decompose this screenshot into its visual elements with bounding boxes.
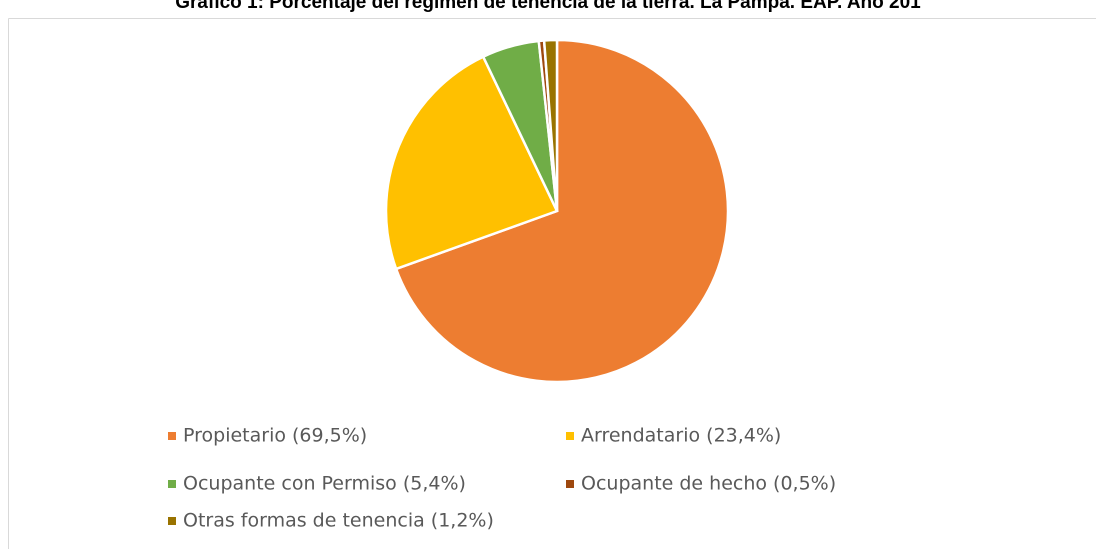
legend-swatch bbox=[168, 517, 176, 525]
legend-label: Propietario (69,5%) bbox=[183, 425, 367, 447]
legend-swatch bbox=[168, 432, 176, 440]
pie-slice bbox=[542, 38, 559, 212]
legend-label: Arrendatario (23,4%) bbox=[581, 425, 781, 447]
legend-label: Ocupante de hecho (0,5%) bbox=[581, 473, 836, 495]
legend-label: Ocupante con Permiso (5,4%) bbox=[183, 473, 466, 495]
pie-slice bbox=[394, 38, 730, 384]
chart-title: Gráfico 1: Porcentaje del régimen de ten… bbox=[175, 0, 921, 13]
legend-swatch bbox=[168, 480, 176, 488]
pie-slice bbox=[384, 55, 559, 271]
legend-label: Otras formas de tenencia (1,2%) bbox=[183, 510, 494, 532]
legend-swatch bbox=[566, 480, 574, 488]
legend-swatch bbox=[566, 432, 574, 440]
